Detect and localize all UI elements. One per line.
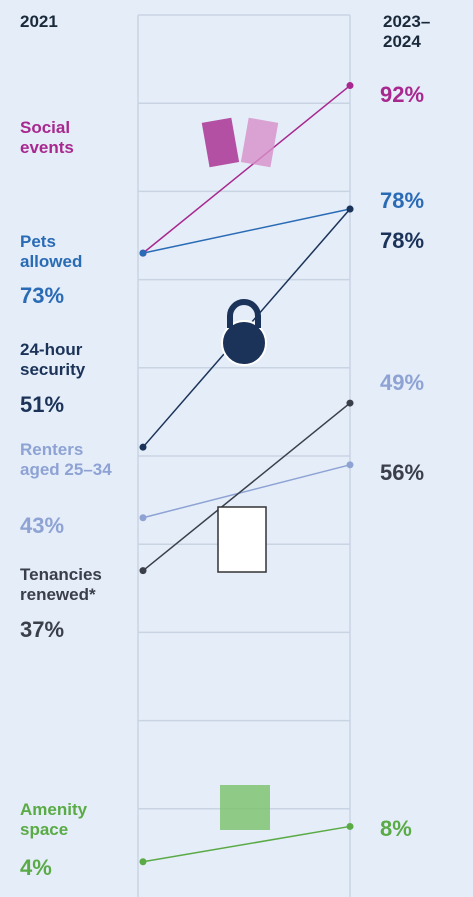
value-label: 92% — [380, 82, 425, 107]
value-label: 78% — [380, 228, 425, 253]
slope-line — [142, 825, 351, 863]
padlock-icon — [221, 320, 267, 366]
dot — [139, 249, 147, 257]
glass-icon — [240, 117, 279, 168]
bench-icon — [220, 785, 270, 830]
padlock-shackle — [227, 299, 261, 328]
header-left: 2021 — [20, 12, 58, 31]
value-label: 4% — [20, 855, 52, 880]
slope-line — [142, 84, 351, 254]
value-label: 51% — [20, 392, 65, 417]
value-label: 73% — [20, 283, 65, 308]
series-name: Amenity space — [20, 800, 88, 839]
value-label: 49% — [380, 370, 425, 395]
value-label: 78% — [380, 188, 425, 213]
header-right: 2023–2024 — [383, 12, 431, 51]
value-label: 43% — [20, 513, 65, 538]
dot — [139, 858, 147, 866]
dot — [346, 82, 354, 90]
slope-line — [142, 464, 351, 519]
dot — [139, 514, 147, 522]
dot — [346, 399, 354, 407]
series-name: Renters aged 25–34 — [20, 440, 112, 479]
value-label: 56% — [380, 460, 425, 485]
icons — [201, 117, 279, 830]
glass-icon — [201, 117, 240, 168]
slope-line — [142, 208, 351, 254]
dot — [139, 567, 147, 575]
value-label: 8% — [380, 816, 412, 841]
series-name: Social events — [20, 118, 74, 157]
slope-line — [142, 402, 351, 572]
series-name: Pets allowed — [20, 232, 83, 271]
document-icon — [217, 506, 267, 573]
dot — [346, 822, 354, 830]
series-name: 24-hour security — [20, 340, 86, 379]
dot — [139, 443, 147, 451]
dot — [346, 205, 354, 213]
series-name: Tenancies renewed* — [20, 565, 102, 604]
value-label: 37% — [20, 617, 65, 642]
dot — [346, 461, 354, 469]
